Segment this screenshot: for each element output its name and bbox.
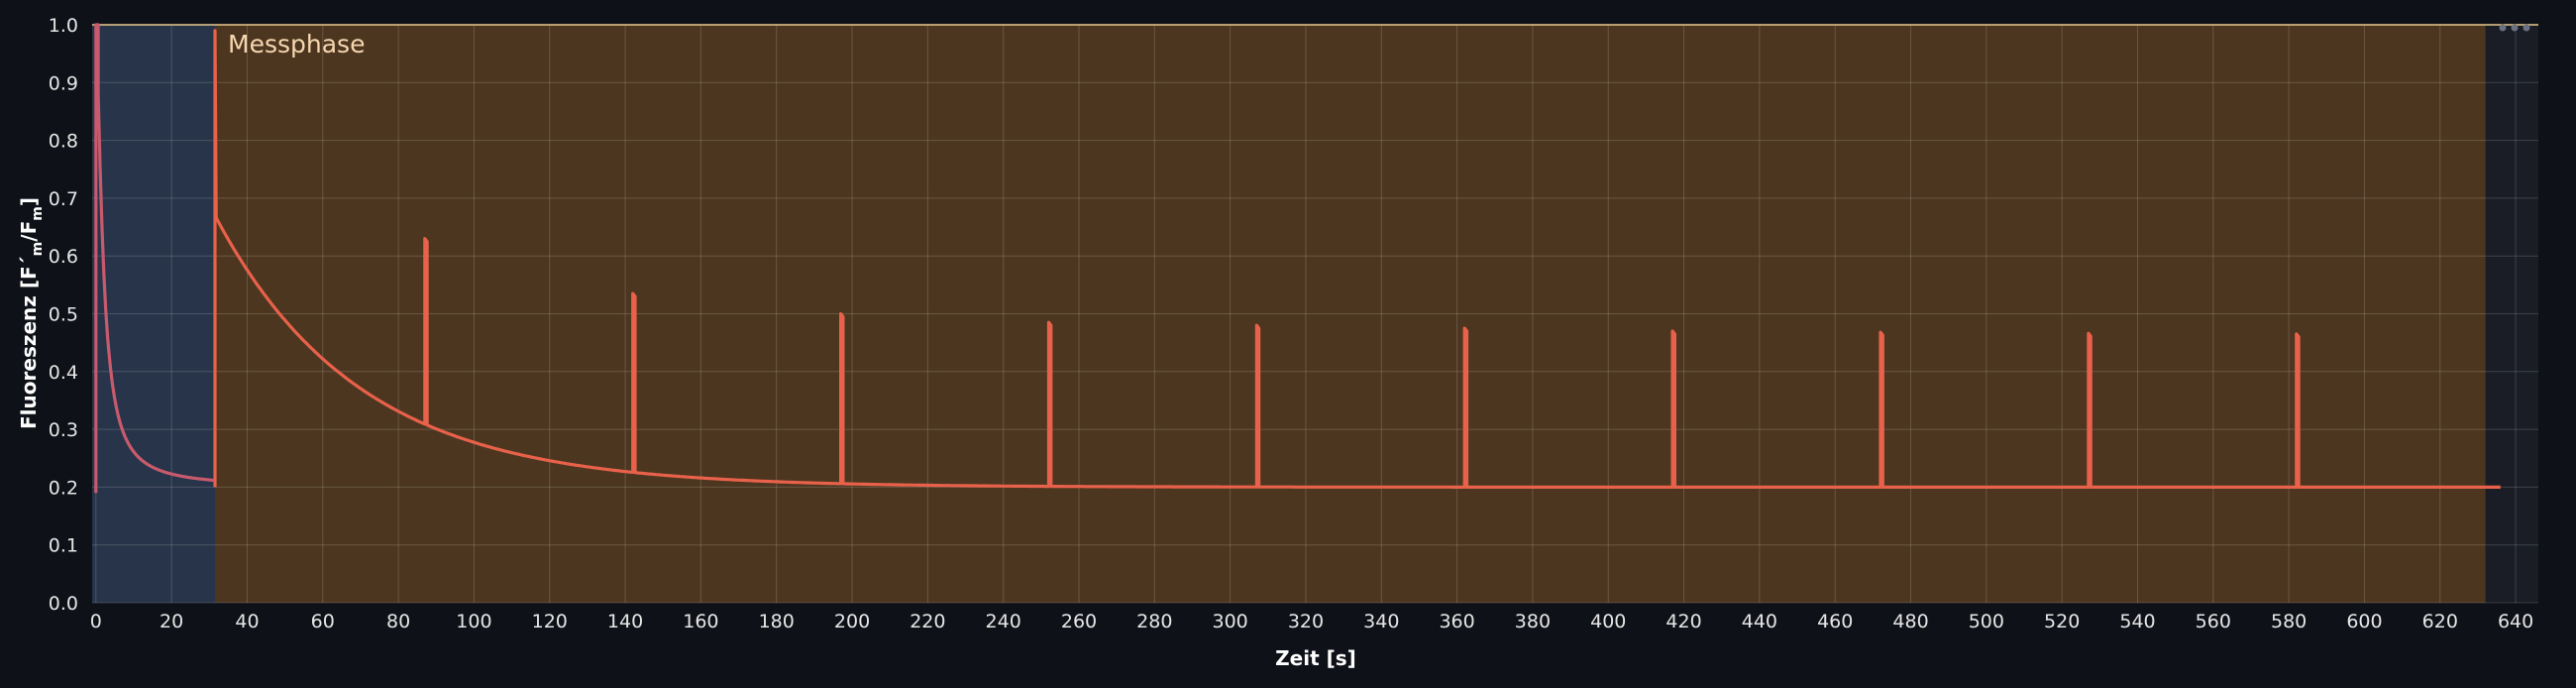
- phase-label-messphase: Messphase: [228, 30, 365, 58]
- x-tick-label: 500: [1969, 611, 2004, 632]
- x-tick-label: 200: [834, 611, 870, 632]
- phase-backgrounds: [92, 25, 2486, 603]
- series-lines: [94, 23, 2501, 494]
- y-tick-label: 0.8: [49, 131, 78, 153]
- x-tick-label: 100: [456, 611, 491, 632]
- x-tick-label: 40: [235, 611, 259, 632]
- x-tick-label: 540: [2119, 611, 2155, 632]
- x-tick-label: 140: [607, 611, 643, 632]
- series-line-initial: [94, 23, 216, 494]
- x-tick-label: 560: [2196, 611, 2231, 632]
- x-tick-label: 120: [532, 611, 568, 632]
- x-tick-label: 240: [986, 611, 1021, 632]
- x-tick-label: 0: [90, 611, 102, 632]
- y-tick-label: 0.3: [49, 419, 78, 441]
- x-tick-label: 620: [2422, 611, 2458, 632]
- y-tick-label: 0.9: [49, 72, 78, 94]
- x-tick-label: 460: [1817, 611, 1853, 632]
- x-tick-label: 420: [1665, 611, 1701, 632]
- x-tick-label: 320: [1288, 611, 1324, 632]
- x-tick-label: 80: [386, 611, 410, 632]
- x-tick-label: 260: [1061, 611, 1097, 632]
- y-tick-label: 0.7: [49, 188, 78, 210]
- x-tick-label: 280: [1136, 611, 1172, 632]
- x-tick-label: 580: [2271, 611, 2307, 632]
- y-tick-label: 0.5: [49, 304, 78, 326]
- x-tick-label: 400: [1590, 611, 1626, 632]
- y-tick-label: 0.4: [49, 362, 78, 384]
- x-tick-label: 180: [759, 611, 795, 632]
- x-tick-label: 220: [910, 611, 945, 632]
- more-horizontal-icon[interactable]: [2497, 22, 2536, 34]
- x-tick-label: 20: [160, 611, 183, 632]
- phase-band-start: [92, 25, 216, 603]
- y-tick-label: 0.1: [49, 535, 78, 557]
- y-tick-label: 0.0: [49, 593, 78, 615]
- x-tick-label: 480: [1892, 611, 1928, 632]
- phase-band-messphase: [215, 25, 2486, 603]
- x-tick-label: 160: [683, 611, 718, 632]
- y-tick-label: 0.6: [49, 246, 78, 268]
- series-line-main: [213, 29, 2501, 489]
- x-tick-label: 360: [1439, 611, 1474, 632]
- y-tick-label: 1.0: [49, 15, 78, 37]
- x-tick-label: 340: [1363, 611, 1399, 632]
- x-tick-label: 60: [311, 611, 335, 632]
- x-tick-label: 380: [1515, 611, 1551, 632]
- x-tick-label: 600: [2346, 611, 2382, 632]
- x-axis-title: Zeit [s]: [1275, 646, 1356, 670]
- x-tick-label: 300: [1213, 611, 1248, 632]
- axis-ticks: 0 20 40 60 80 100 120 140 160 180 200 220 240 260 280 3…: [49, 15, 2533, 632]
- y-tick-label: 0.2: [49, 477, 78, 499]
- x-tick-label: 440: [1742, 611, 1777, 632]
- x-tick-label: 640: [2498, 611, 2533, 632]
- y-axis-title: Fluoreszenz [F´m/Fm]: [17, 197, 46, 429]
- x-tick-label: 520: [2044, 611, 2080, 632]
